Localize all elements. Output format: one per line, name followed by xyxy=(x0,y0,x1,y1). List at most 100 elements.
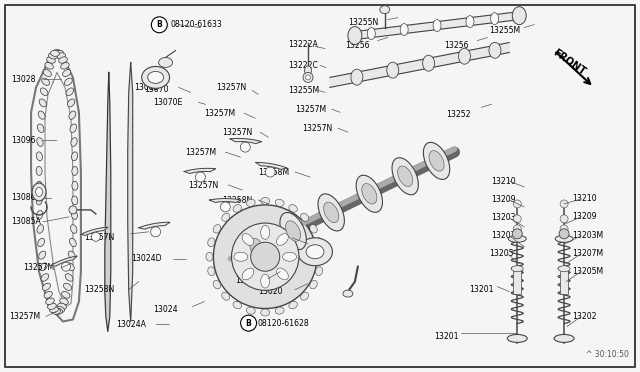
Ellipse shape xyxy=(38,251,45,259)
Text: 13085: 13085 xyxy=(134,83,158,92)
Ellipse shape xyxy=(298,238,332,266)
Ellipse shape xyxy=(280,212,307,250)
Text: 13010: 13010 xyxy=(236,276,260,285)
Ellipse shape xyxy=(310,225,317,233)
Ellipse shape xyxy=(37,225,44,233)
Ellipse shape xyxy=(275,307,284,314)
Circle shape xyxy=(69,206,77,214)
Text: 13209: 13209 xyxy=(492,195,516,205)
Ellipse shape xyxy=(458,48,470,64)
Ellipse shape xyxy=(36,152,42,161)
Text: 08120-61628: 08120-61628 xyxy=(257,319,309,328)
Ellipse shape xyxy=(234,252,248,261)
Ellipse shape xyxy=(45,298,54,305)
Ellipse shape xyxy=(351,69,363,85)
Ellipse shape xyxy=(44,291,52,298)
Ellipse shape xyxy=(49,307,58,313)
Ellipse shape xyxy=(466,16,474,28)
Ellipse shape xyxy=(285,221,301,241)
Text: 13257M: 13257M xyxy=(186,148,216,157)
Ellipse shape xyxy=(283,252,296,261)
Ellipse shape xyxy=(72,196,78,205)
Text: 13070E: 13070E xyxy=(152,98,182,107)
Ellipse shape xyxy=(36,181,42,190)
Ellipse shape xyxy=(141,67,170,89)
Text: ^ 30:10:50: ^ 30:10:50 xyxy=(586,350,629,359)
Ellipse shape xyxy=(206,252,213,261)
Text: 13257M: 13257M xyxy=(204,109,236,118)
Ellipse shape xyxy=(392,158,419,195)
Circle shape xyxy=(513,225,521,233)
Ellipse shape xyxy=(276,268,288,280)
Ellipse shape xyxy=(67,263,74,271)
Text: 13024: 13024 xyxy=(152,305,177,314)
Text: 13024A: 13024A xyxy=(116,320,146,329)
Ellipse shape xyxy=(71,211,77,219)
Ellipse shape xyxy=(42,78,49,86)
Text: 13257N: 13257N xyxy=(302,124,332,133)
Text: 13070: 13070 xyxy=(143,85,168,94)
Text: 13256: 13256 xyxy=(445,41,469,50)
Ellipse shape xyxy=(221,292,230,300)
Ellipse shape xyxy=(71,138,77,146)
Polygon shape xyxy=(256,163,287,169)
Ellipse shape xyxy=(52,49,61,55)
Ellipse shape xyxy=(69,111,76,119)
Ellipse shape xyxy=(61,291,70,298)
Ellipse shape xyxy=(301,213,308,221)
Ellipse shape xyxy=(324,202,339,223)
Text: 13096: 13096 xyxy=(11,136,36,145)
Ellipse shape xyxy=(37,124,44,132)
Circle shape xyxy=(560,200,568,208)
Ellipse shape xyxy=(72,152,77,161)
Ellipse shape xyxy=(60,298,68,305)
Ellipse shape xyxy=(512,7,526,25)
Circle shape xyxy=(512,229,522,239)
Ellipse shape xyxy=(310,280,317,289)
Text: 13210: 13210 xyxy=(572,195,596,203)
Circle shape xyxy=(150,227,161,237)
Ellipse shape xyxy=(41,274,49,281)
Polygon shape xyxy=(139,222,170,229)
Ellipse shape xyxy=(221,213,230,221)
Ellipse shape xyxy=(555,235,573,242)
Text: 13252: 13252 xyxy=(447,110,471,119)
Ellipse shape xyxy=(208,238,215,247)
Ellipse shape xyxy=(39,99,47,107)
Ellipse shape xyxy=(489,42,501,58)
Circle shape xyxy=(241,315,257,331)
Ellipse shape xyxy=(40,263,47,271)
Bar xyxy=(513,269,521,294)
Ellipse shape xyxy=(348,26,362,45)
Text: 13205M: 13205M xyxy=(572,267,603,276)
Text: 13086A: 13086A xyxy=(11,193,41,202)
Ellipse shape xyxy=(260,225,269,239)
Ellipse shape xyxy=(242,234,254,246)
Polygon shape xyxy=(230,138,262,144)
Ellipse shape xyxy=(306,245,324,259)
Ellipse shape xyxy=(276,234,288,246)
Ellipse shape xyxy=(289,301,298,309)
Circle shape xyxy=(232,223,299,291)
Text: 13207M: 13207M xyxy=(572,249,603,258)
Ellipse shape xyxy=(208,267,215,276)
Ellipse shape xyxy=(233,301,241,309)
Ellipse shape xyxy=(508,334,527,342)
Text: 13255M: 13255M xyxy=(490,26,520,35)
Ellipse shape xyxy=(508,235,526,242)
Text: 13257M: 13257M xyxy=(295,105,326,114)
Circle shape xyxy=(560,225,568,233)
Ellipse shape xyxy=(250,238,265,259)
Ellipse shape xyxy=(68,251,76,259)
Text: 13024D: 13024D xyxy=(131,254,161,263)
Ellipse shape xyxy=(246,199,255,206)
Ellipse shape xyxy=(367,28,375,39)
Polygon shape xyxy=(128,62,132,321)
Circle shape xyxy=(513,200,521,208)
Polygon shape xyxy=(184,169,216,173)
Circle shape xyxy=(151,17,167,33)
Ellipse shape xyxy=(429,151,444,171)
Ellipse shape xyxy=(305,66,312,75)
Ellipse shape xyxy=(72,166,78,176)
Circle shape xyxy=(559,229,569,239)
